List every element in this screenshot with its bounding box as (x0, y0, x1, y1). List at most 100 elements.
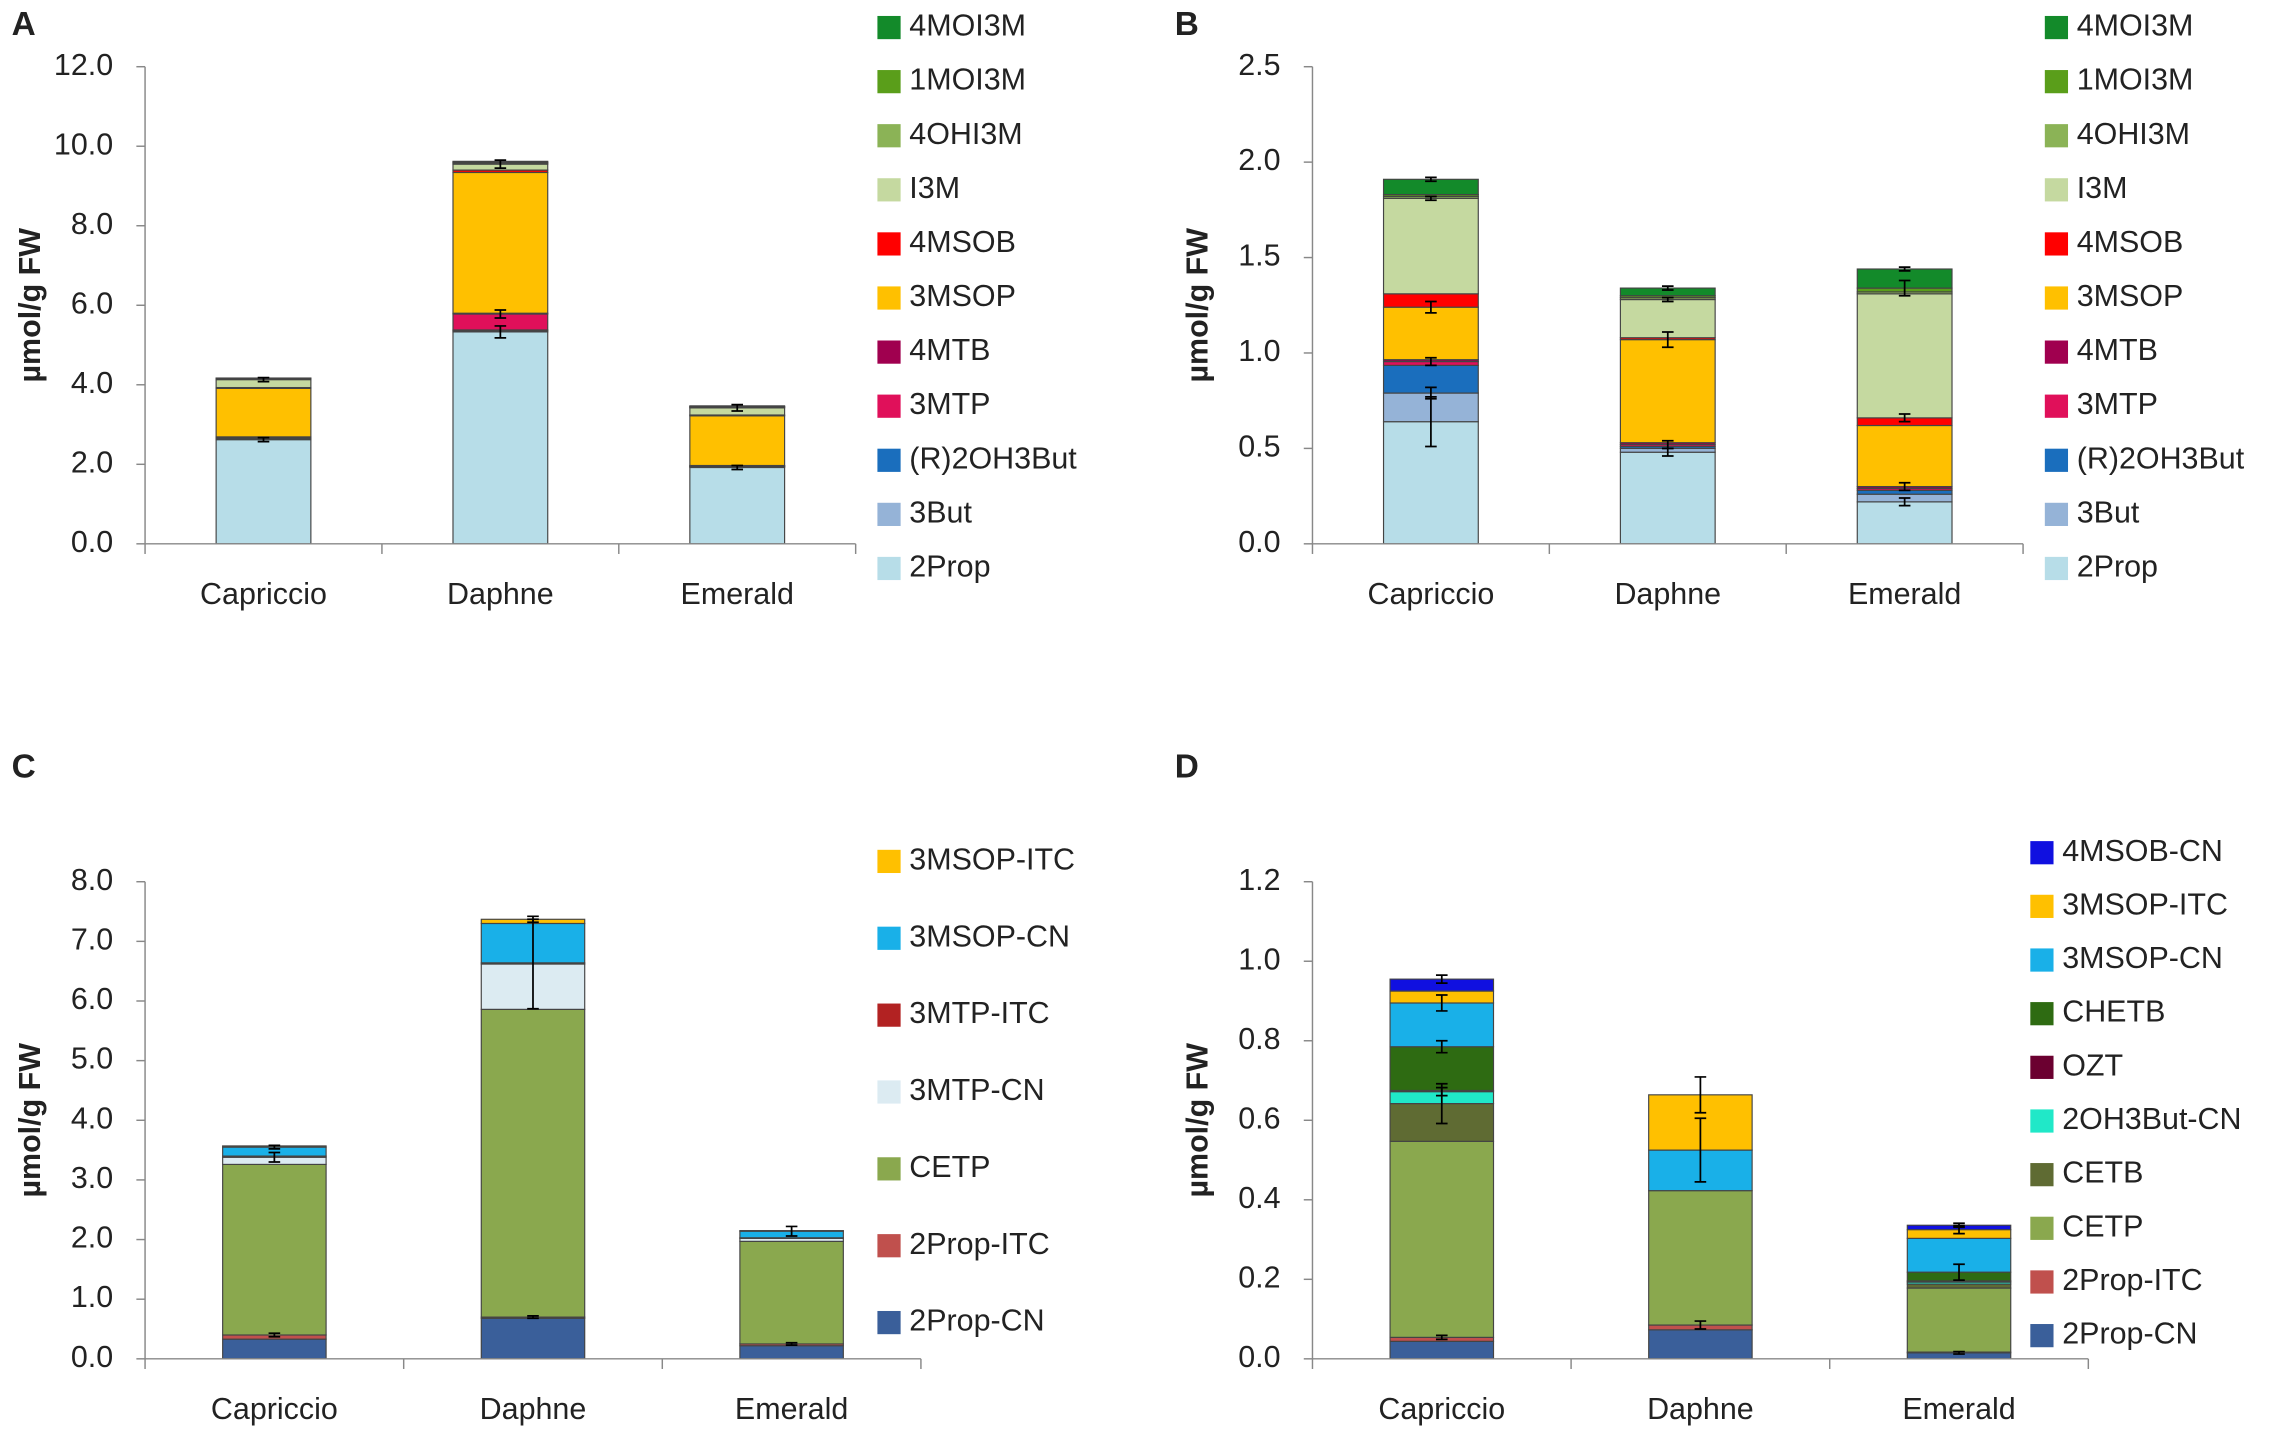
bar-segment (480, 1008, 586, 1318)
y-tick-label: 0.0 (1238, 525, 1280, 559)
legend-label: 4MOI3M (2077, 9, 2194, 43)
legend-label: 4MOI3M (909, 9, 1026, 43)
legend-swatch (2030, 1055, 2054, 1079)
y-tick-label: 7.0 (71, 922, 113, 956)
legend-swatch (877, 448, 901, 472)
legend-swatch (877, 394, 901, 418)
error-bar (1898, 266, 1911, 272)
legend-label: 2Prop-ITC (909, 1227, 1049, 1261)
legend-label: 2Prop (909, 550, 990, 584)
legend-swatch (2044, 232, 2069, 256)
error-bar (1694, 1117, 1707, 1183)
error-bar (257, 376, 270, 383)
error-bar (527, 1315, 539, 1320)
x-tick-label: Capriccio (200, 577, 327, 611)
y-tick-label: 0.5 (1238, 429, 1280, 463)
legend-swatch (877, 926, 901, 950)
x-tick-label: Capriccio (1378, 1392, 1505, 1426)
x-tick-label: Daphne (1614, 577, 1721, 611)
bar-segment (689, 415, 786, 467)
legend-swatch (877, 1310, 901, 1335)
legend-label: 3MTP-ITC (909, 996, 1049, 1030)
error-bar (1694, 1076, 1707, 1114)
legend-swatch (877, 232, 901, 256)
legend-label: 4MTB (909, 333, 990, 367)
y-tick-label: 12.0 (54, 48, 113, 82)
error-bar (494, 325, 507, 339)
legend-label: 4MSOB (2077, 225, 2184, 259)
y-axis-label: µmol/g FW (13, 228, 47, 383)
legend-swatch (877, 1234, 901, 1258)
error-bar (1661, 439, 1674, 450)
legend-label: 2Prop (2077, 550, 2158, 584)
error-bar (1661, 296, 1674, 303)
legend-swatch (2030, 1270, 2054, 1294)
error-bar (257, 436, 270, 443)
y-tick-label: 5.0 (71, 1042, 113, 1076)
error-bar (1953, 1263, 1965, 1281)
legend-swatch (2030, 1324, 2054, 1348)
x-tick-label: Daphne (1647, 1392, 1754, 1426)
legend-label: CETP (909, 1150, 990, 1184)
y-tick-label: 1.0 (71, 1280, 113, 1314)
legend-label: 3MSOP (2077, 279, 2184, 313)
legend-label: CETB (2062, 1156, 2143, 1190)
y-tick-label: 0.6 (1238, 1101, 1280, 1135)
y-tick-label: 2.5 (1238, 48, 1280, 82)
bar-segment (1856, 501, 1953, 545)
legend-label: 2Prop-CN (2062, 1317, 2197, 1351)
y-tick-label: 1.2 (1238, 863, 1280, 897)
legend-label: 4OHI3M (909, 117, 1022, 151)
error-bar (1661, 331, 1674, 349)
error-bar (268, 1144, 281, 1150)
error-bar (268, 1332, 281, 1338)
legend-label: (R)2OH3But (909, 441, 1077, 475)
error-bar (1898, 279, 1911, 297)
x-tick-label: Emerald (1848, 577, 1961, 611)
error-bar (1425, 195, 1437, 202)
y-tick-label: 3.0 (71, 1161, 113, 1195)
bar-segment (1382, 197, 1479, 295)
legend-swatch (2044, 15, 2069, 40)
y-tick-label: 1.0 (1238, 942, 1280, 976)
x-tick-label: Daphne (447, 577, 554, 611)
y-tick-label: 8.0 (71, 863, 113, 897)
legend-swatch (2044, 178, 2069, 202)
legend-swatch (2044, 124, 2069, 148)
legend-label: 3MSOP-CN (909, 919, 1070, 953)
bar-segment (215, 387, 312, 438)
error-bar (1425, 356, 1437, 367)
bar-segment (452, 331, 549, 545)
bar-segment (452, 171, 549, 314)
panel-label: A (12, 6, 36, 43)
error-bar (1953, 1222, 1965, 1229)
bar-segment (222, 1163, 327, 1336)
legend-label: 1MOI3M (909, 63, 1026, 97)
y-tick-label: 4.0 (71, 1101, 113, 1135)
legend-swatch (2030, 1109, 2054, 1133)
error-bar (494, 159, 507, 169)
legend-swatch (2044, 448, 2069, 472)
legend-label: 3MSOP-CN (2062, 941, 2223, 975)
legend-swatch (2044, 394, 2069, 418)
legend-label: CHETB (2062, 995, 2165, 1029)
bar-segment (1906, 1283, 2012, 1289)
bar-segment (1648, 1329, 1753, 1360)
y-tick-label: 0.0 (1238, 1340, 1280, 1374)
legend-label: OZT (2062, 1048, 2123, 1082)
legend-swatch (2030, 894, 2054, 918)
bar-segment (1619, 451, 1716, 545)
legend-swatch (877, 178, 901, 202)
legend-label: 3MTP (2077, 387, 2158, 421)
error-bar (268, 1151, 281, 1163)
legend-label: 2Prop-CN (909, 1304, 1044, 1338)
legend-swatch (877, 556, 901, 581)
legend-label: 1MOI3M (2077, 63, 2194, 97)
y-tick-label: 0.0 (71, 1340, 113, 1374)
error-bar (494, 309, 507, 319)
y-tick-label: 8.0 (71, 207, 113, 241)
legend-swatch (877, 1157, 901, 1181)
y-tick-label: 4.0 (71, 366, 113, 400)
legend-swatch (877, 124, 901, 148)
